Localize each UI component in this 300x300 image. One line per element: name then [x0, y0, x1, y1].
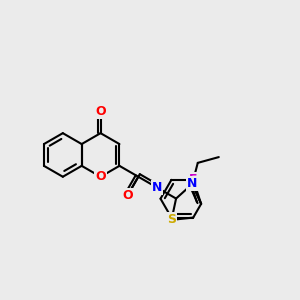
Text: O: O — [122, 189, 133, 202]
Text: S: S — [167, 213, 176, 226]
Text: N: N — [187, 178, 197, 190]
Text: O: O — [95, 170, 106, 183]
Text: O: O — [95, 105, 106, 118]
Text: F: F — [189, 173, 197, 186]
Text: N: N — [152, 181, 162, 194]
